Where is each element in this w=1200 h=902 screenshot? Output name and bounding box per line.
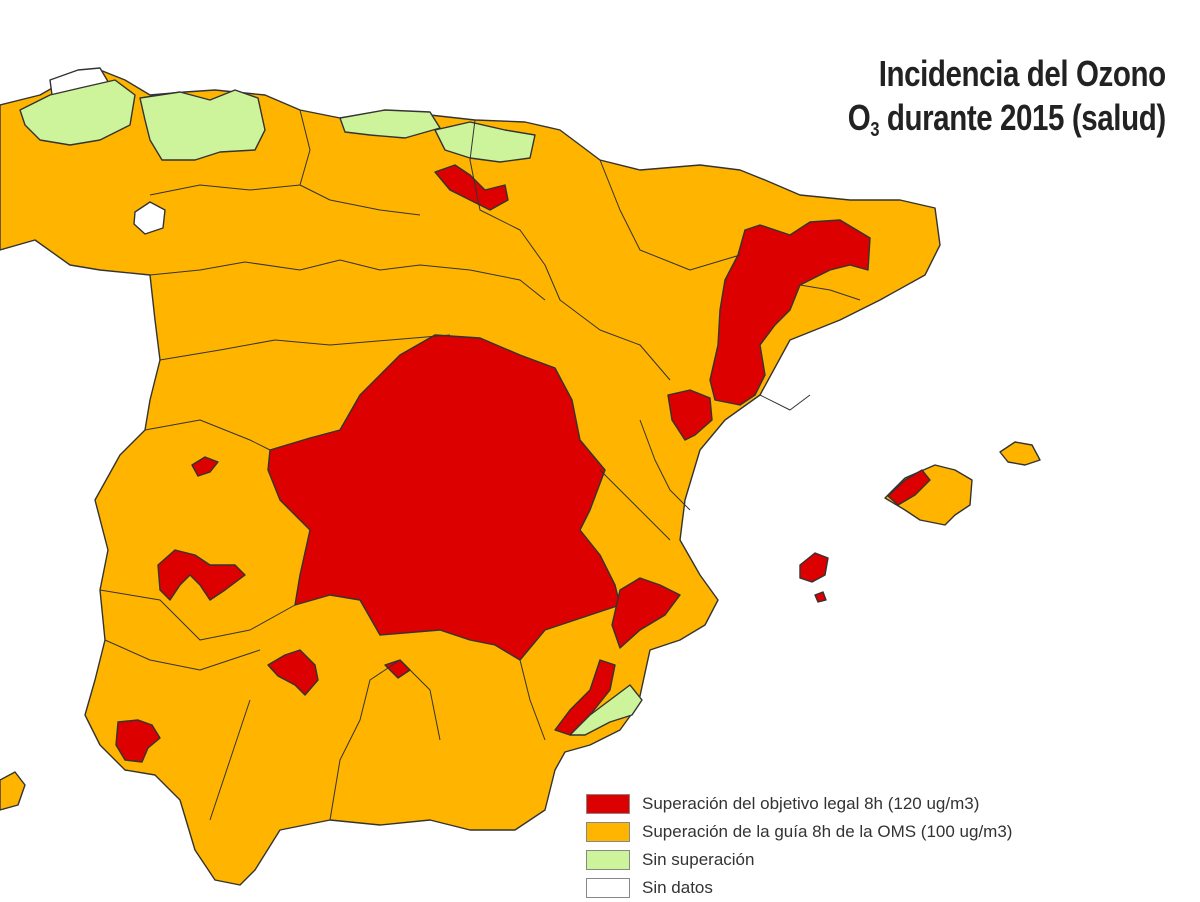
legend-item-orange: Superación de la guía 8h de la OMS (100 … [586, 818, 1012, 846]
title-o: O [848, 97, 871, 138]
region-red-huelva [115, 719, 161, 763]
region-green-alicante [569, 684, 643, 736]
legend-label-green: Sin superación [642, 850, 755, 869]
legend-swatch-red [586, 794, 630, 814]
region-red-murcia [611, 577, 681, 649]
legend-label-red: Superación del objetivo legal 8h (120 ug… [642, 794, 980, 813]
title-rest: durante 2015 (salud) [879, 97, 1166, 138]
region-red-andalucia-1 [267, 649, 319, 696]
legend-label-white: Sin datos [642, 878, 713, 897]
legend-swatch-orange [586, 822, 630, 842]
title-line-1: Incidencia del Ozono [878, 53, 1166, 94]
region-cantabria-coast [339, 109, 441, 139]
region-no-data-leon [133, 201, 166, 235]
region-west-fragment [0, 771, 26, 811]
region-red-teruel [667, 389, 713, 441]
region-red-extremadura-2 [191, 456, 219, 477]
legend-swatch-white [586, 878, 630, 898]
legend-item-green: Sin superación [586, 846, 1012, 874]
map-title: Incidencia del Ozono O3 durante 2015 (sa… [848, 52, 1166, 152]
region-red-extremadura-1 [157, 549, 246, 601]
legend-item-red: Superación del objetivo legal 8h (120 ug… [586, 790, 1012, 818]
title-line-2: O3 durante 2015 (salud) [848, 96, 1166, 152]
region-basque-coast [434, 121, 536, 163]
legend-item-white: Sin datos [586, 874, 1012, 902]
province-borders [99, 109, 861, 821]
region-asturias-west [19, 79, 136, 146]
region-ibiza [799, 552, 829, 583]
region-mallorca-red [887, 469, 931, 506]
region-menorca [999, 441, 1041, 466]
region-red-north [434, 164, 509, 211]
region-asturias-central [139, 89, 266, 161]
title-subscript: 3 [870, 119, 880, 141]
legend: Superación del objetivo legal 8h (120 ug… [586, 790, 1012, 902]
legend-swatch-green [586, 850, 630, 870]
legend-label-orange: Superación de la guía 8h de la OMS (100 … [642, 822, 1013, 841]
region-formentera [814, 591, 827, 603]
region-red-east-strip [709, 219, 871, 406]
